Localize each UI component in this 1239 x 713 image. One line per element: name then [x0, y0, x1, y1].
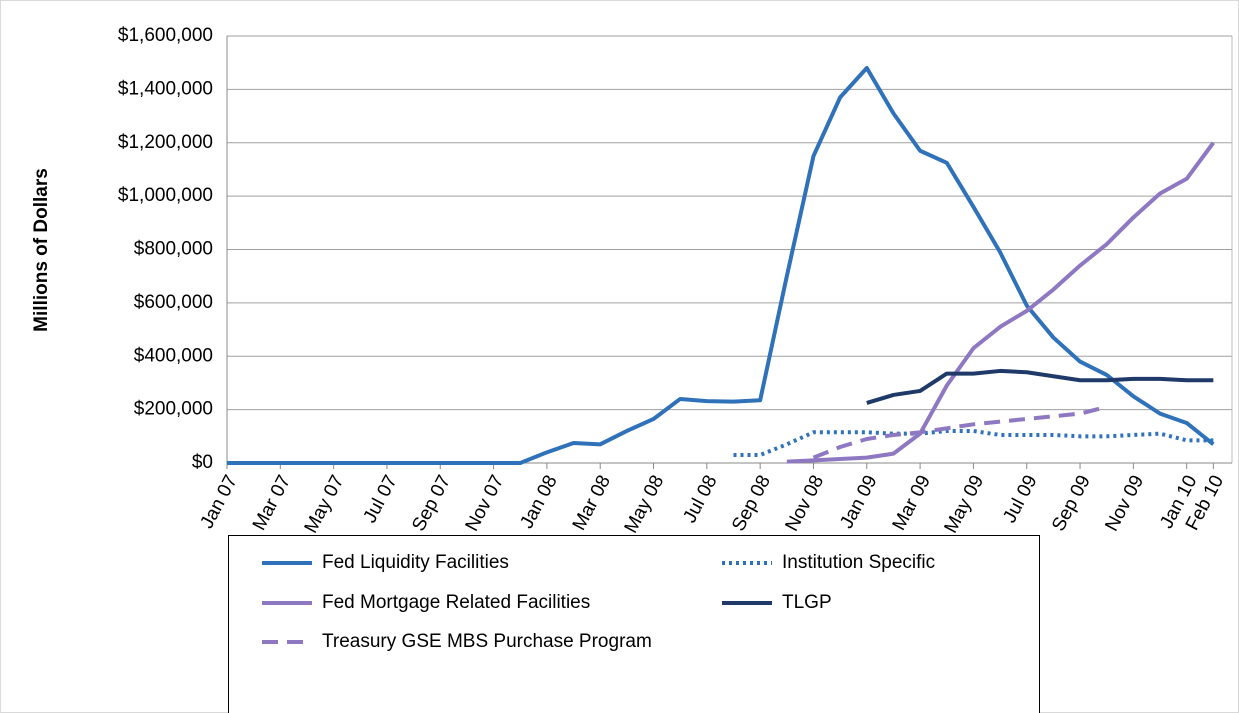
y-tick-label: $400,000 — [134, 345, 213, 366]
legend-box — [228, 535, 1040, 713]
series-line — [812, 405, 1108, 460]
y-tick-label: $600,000 — [134, 292, 213, 313]
y-tick-label: $1,400,000 — [118, 78, 213, 99]
legend-label: TLGP — [782, 592, 832, 613]
y-tick-label: $200,000 — [134, 399, 213, 420]
y-axis-label: Millions of Dollars — [31, 168, 52, 332]
series-line — [733, 428, 1214, 457]
y-tick-label: $1,000,000 — [118, 185, 213, 206]
legend-label: Treasury GSE MBS Purchase Program — [322, 631, 652, 652]
y-tick-label: $1,600,000 — [118, 25, 213, 46]
legend-label: Fed Liquidity Facilities — [322, 552, 509, 573]
series-line — [227, 66, 1215, 465]
series-line — [866, 368, 1214, 405]
y-tick-label: $0 — [192, 452, 213, 473]
y-tick-label: $1,200,000 — [118, 132, 213, 153]
legend-label: Institution Specific — [782, 552, 935, 573]
y-tick-label: $800,000 — [134, 239, 213, 260]
legend-label: Fed Mortgage Related Facilities — [322, 592, 590, 613]
series-line — [786, 141, 1215, 464]
